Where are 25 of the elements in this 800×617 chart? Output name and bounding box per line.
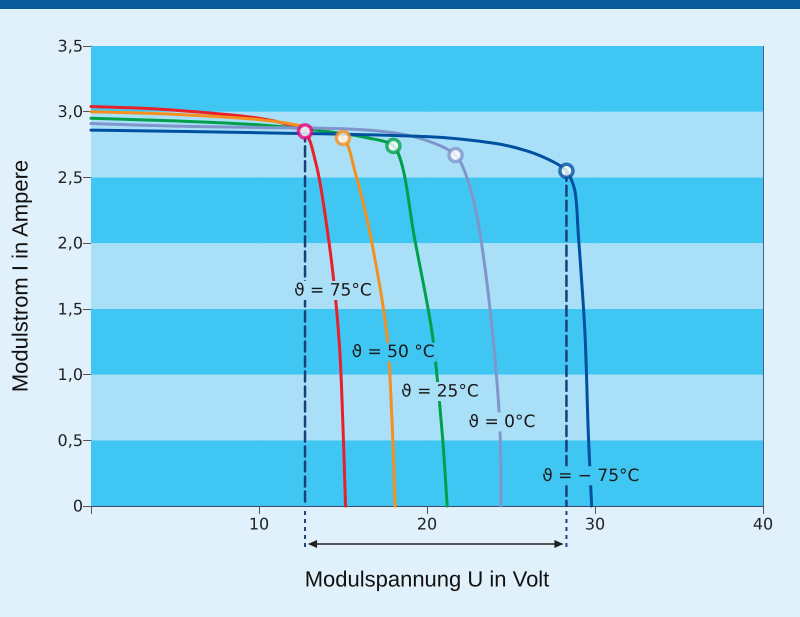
point: [447, 146, 464, 164]
point: [558, 162, 575, 180]
annotation: ϑ = 0°C: [468, 412, 536, 432]
y-tick-label: 2,5: [58, 168, 83, 187]
x-axis-title: Modulspannung U in Volt: [304, 566, 550, 592]
x-tick-label: 10: [248, 514, 270, 534]
point: [385, 138, 402, 154]
x-tick-label: 20: [416, 514, 438, 534]
y-tick-label: 3,0: [58, 102, 83, 122]
point: [334, 130, 352, 146]
annotation: ϑ = 25°C: [401, 382, 479, 402]
y-tick-label: 2,0: [58, 234, 83, 253]
y-tick-label: 0,5: [58, 430, 83, 450]
point: [296, 123, 314, 140]
y-tick-label: 3,5: [58, 36, 83, 56]
x-tick-label: 40: [752, 514, 774, 534]
y-tick-label: 1,5: [58, 299, 83, 318]
line-series: [90, 128, 594, 508]
annotation: ϑ = 75°C: [294, 280, 372, 300]
x-tick-label: 30: [584, 514, 606, 534]
y-tick-label: 0: [72, 496, 83, 516]
annotation: ϑ = − 75°C: [542, 466, 640, 486]
y-tick-label: 1,0: [58, 365, 83, 384]
y-axis-title: Modulstrom I in Ampere: [8, 160, 32, 392]
annotation: ϑ = 50 °C: [352, 342, 435, 362]
